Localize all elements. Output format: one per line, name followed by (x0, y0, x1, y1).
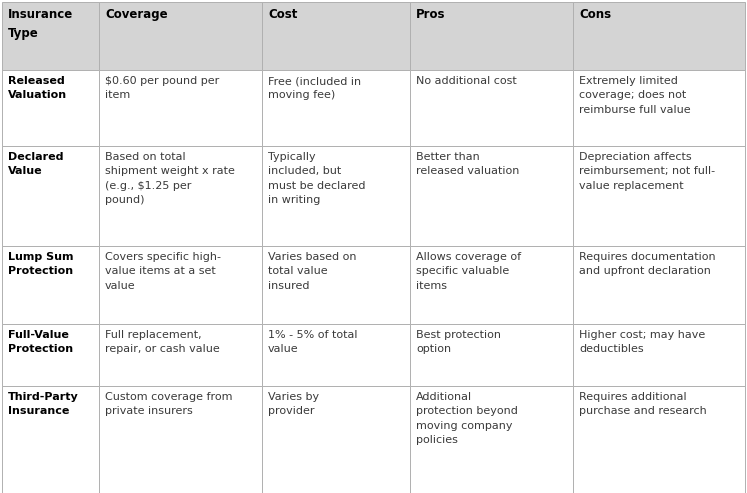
Text: Additional
protection beyond
moving company
policies: Additional protection beyond moving comp… (416, 392, 518, 445)
Bar (262, 386, 410, 493)
Bar (2, 2, 99, 70)
Text: Requires documentation
and upfront declaration: Requires documentation and upfront decla… (579, 252, 716, 277)
Bar (99, 386, 262, 493)
Text: Released
Valuation: Released Valuation (8, 76, 67, 101)
Bar (573, 146, 745, 246)
Text: 1% - 5% of total
value: 1% - 5% of total value (268, 330, 358, 354)
Bar (573, 70, 745, 146)
Text: Typically
included, but
must be declared
in writing: Typically included, but must be declared… (268, 152, 365, 205)
Text: Extremely limited
coverage; does not
reimburse full value: Extremely limited coverage; does not rei… (579, 76, 691, 115)
Text: Cost: Cost (268, 8, 297, 21)
Bar (262, 146, 410, 246)
Bar (410, 70, 573, 146)
Text: Third-Party
Insurance: Third-Party Insurance (8, 392, 78, 417)
Text: Full-Value
Protection: Full-Value Protection (8, 330, 73, 354)
Text: $0.60 per pound per
item: $0.60 per pound per item (105, 76, 220, 101)
Bar (99, 146, 262, 246)
Text: Lump Sum
Protection: Lump Sum Protection (8, 252, 73, 277)
Text: Based on total
shipment weight x rate
(e.g., $1.25 per
pound): Based on total shipment weight x rate (e… (105, 152, 235, 205)
Bar (410, 2, 573, 70)
Bar (2, 146, 99, 246)
Text: Covers specific high-
value items at a set
value: Covers specific high- value items at a s… (105, 252, 221, 291)
Text: Coverage: Coverage (105, 8, 167, 21)
Bar (262, 324, 410, 386)
Text: Declared
Value: Declared Value (8, 152, 63, 176)
Bar (2, 324, 99, 386)
Text: Custom coverage from
private insurers: Custom coverage from private insurers (105, 392, 232, 417)
Bar (262, 2, 410, 70)
Text: Varies by
provider: Varies by provider (268, 392, 319, 417)
Bar (262, 246, 410, 324)
Bar (2, 70, 99, 146)
Bar (410, 386, 573, 493)
Text: Varies based on
total value
insured: Varies based on total value insured (268, 252, 356, 291)
Text: Depreciation affects
reimbursement; not full-
value replacement: Depreciation affects reimbursement; not … (579, 152, 715, 191)
Bar (410, 246, 573, 324)
Text: Pros: Pros (416, 8, 445, 21)
Bar (99, 2, 262, 70)
Text: Free (included in
moving fee): Free (included in moving fee) (268, 76, 361, 101)
Bar (410, 324, 573, 386)
Bar (2, 386, 99, 493)
Bar (2, 246, 99, 324)
Bar (573, 246, 745, 324)
Text: Requires additional
purchase and research: Requires additional purchase and researc… (579, 392, 707, 417)
Text: No additional cost: No additional cost (416, 76, 517, 86)
Bar (262, 70, 410, 146)
Bar (99, 324, 262, 386)
Bar (573, 324, 745, 386)
Bar (573, 2, 745, 70)
Bar (573, 386, 745, 493)
Text: Insurance
Type: Insurance Type (8, 8, 73, 39)
Text: Better than
released valuation: Better than released valuation (416, 152, 519, 176)
Bar (410, 146, 573, 246)
Text: Cons: Cons (579, 8, 611, 21)
Text: Higher cost; may have
deductibles: Higher cost; may have deductibles (579, 330, 705, 354)
Text: Allows coverage of
specific valuable
items: Allows coverage of specific valuable ite… (416, 252, 521, 291)
Bar (99, 246, 262, 324)
Text: Full replacement,
repair, or cash value: Full replacement, repair, or cash value (105, 330, 220, 354)
Bar (99, 70, 262, 146)
Text: Best protection
option: Best protection option (416, 330, 501, 354)
